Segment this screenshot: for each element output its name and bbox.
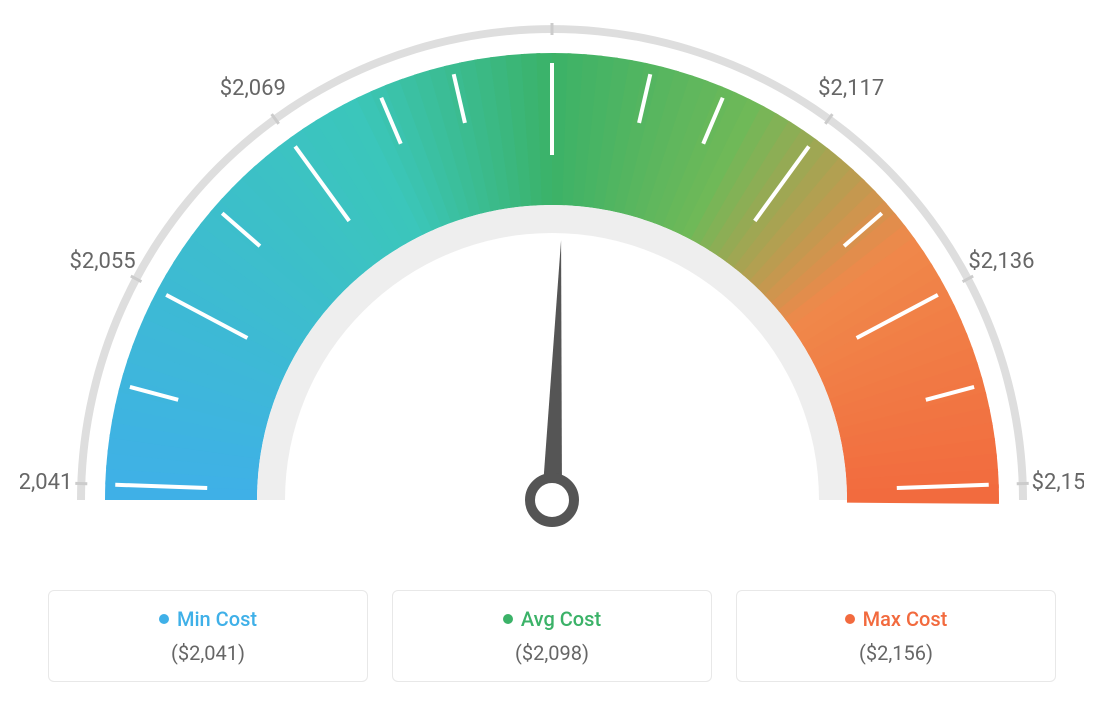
legend-label-avg: Avg Cost — [521, 607, 601, 631]
gauge-needle-hub — [530, 478, 574, 522]
legend-value-max: ($2,156) — [757, 641, 1035, 665]
legend-label-max: Max Cost — [863, 607, 948, 631]
legend-dot-avg — [503, 614, 513, 624]
gauge-needle — [542, 240, 562, 500]
legend-dot-max — [845, 614, 855, 624]
legend-card-max: Max Cost ($2,156) — [736, 590, 1056, 682]
legend-value-avg: ($2,098) — [413, 641, 691, 665]
legend-row: Min Cost ($2,041) Avg Cost ($2,098) Max … — [20, 590, 1084, 682]
gauge-svg: $2,041$2,055$2,069$2,098$2,117$2,136$2,1… — [20, 20, 1084, 560]
legend-title-min: Min Cost — [69, 607, 347, 631]
tick-label: $2,041 — [20, 470, 72, 495]
legend-card-avg: Avg Cost ($2,098) — [392, 590, 712, 682]
legend-card-min: Min Cost ($2,041) — [48, 590, 368, 682]
legend-label-min: Min Cost — [177, 607, 257, 631]
tick-label: $2,136 — [968, 249, 1034, 274]
tick-label: $2,055 — [70, 249, 136, 274]
tick-label: $2,069 — [220, 76, 286, 101]
tick-label: $2,117 — [818, 76, 884, 101]
cost-gauge-chart: $2,041$2,055$2,069$2,098$2,117$2,136$2,1… — [20, 20, 1084, 560]
legend-value-min: ($2,041) — [69, 641, 347, 665]
legend-title-avg: Avg Cost — [413, 607, 691, 631]
legend-title-max: Max Cost — [757, 607, 1035, 631]
legend-dot-min — [159, 614, 169, 624]
tick-label: $2,156 — [1032, 470, 1084, 495]
